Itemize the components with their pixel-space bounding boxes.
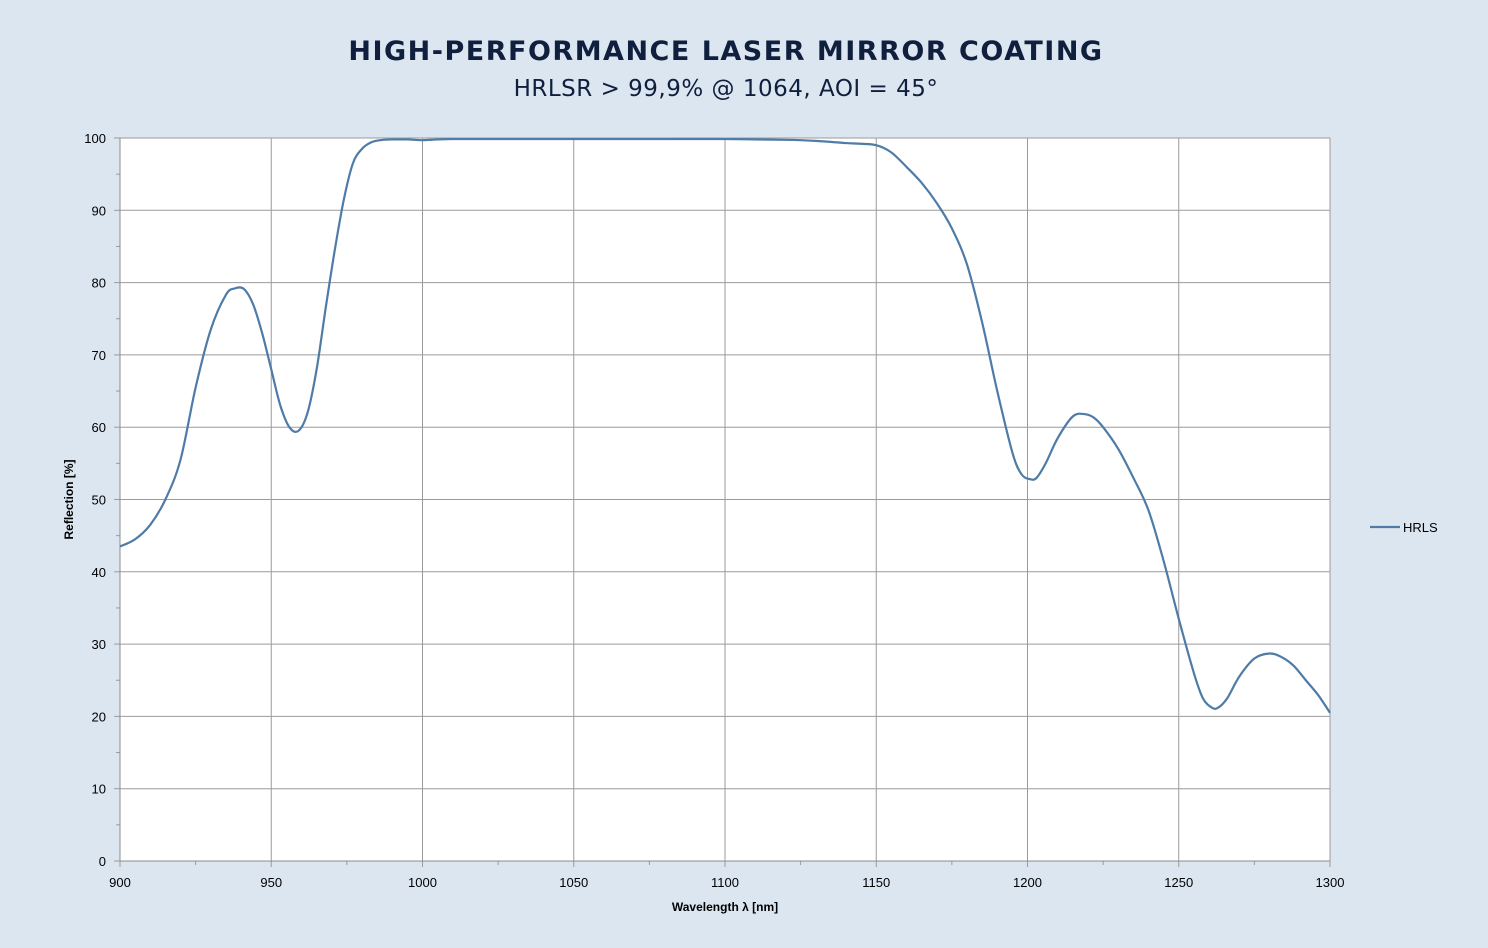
series-line-hrls [119,137,1331,714]
chart-subtitle: HRLSR > 99,9% @ 1064, AOI = 45° [513,76,939,102]
minor-ticks [114,137,1331,867]
y-axis-label: Reflection [%] [62,459,76,539]
x-tick-label: 1200 [1013,875,1042,890]
y-tick-label: 50 [92,493,106,508]
y-tick-label: 20 [92,709,106,724]
y-tick-label: 10 [92,782,106,797]
y-tick-label: 60 [92,420,106,435]
x-tick-label: 1300 [1316,875,1345,890]
y-tick-label: 100 [84,131,106,146]
y-tick-label: 80 [92,276,106,291]
x-tick-label: 1250 [1164,875,1193,890]
x-axis-label: Wavelength λ [nm] [672,900,778,914]
legend-label-hrls: HRLS [1403,520,1438,535]
y-tick-labels: 0 10 20 30 40 50 60 70 80 90 100 [84,131,106,869]
x-tick-label: 1000 [408,875,437,890]
x-tick-label: 1150 [862,875,890,890]
y-tick-label: 90 [92,203,106,218]
y-tick-label: 40 [92,565,106,580]
y-tick-label: 0 [99,854,106,869]
x-tick-label: 900 [109,875,131,890]
y-tick-label: 70 [92,348,106,363]
x-tick-label: 1050 [559,875,588,890]
axes [119,138,1330,862]
x-tick-label: 1100 [711,875,739,890]
legend: HRLS [1370,520,1438,535]
x-tick-labels: 900 950 1000 1050 1100 1150 1200 1250 1300 [109,875,1344,890]
chart-title: HIGH-PERFORMANCE LASER MIRROR COATING [348,36,1104,67]
y-tick-label: 30 [92,637,106,652]
gridlines [119,137,1331,862]
x-tick-label: 950 [260,875,282,890]
